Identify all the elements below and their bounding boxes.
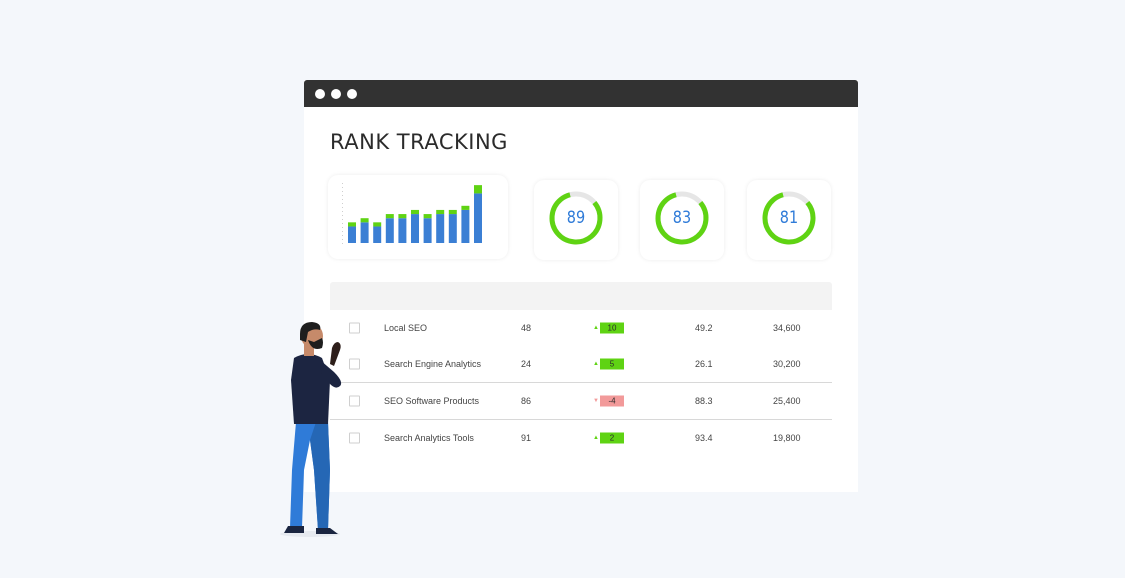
traffic-cell: 34,600 xyxy=(773,323,801,333)
axis-tick xyxy=(342,207,343,208)
axis-tick xyxy=(342,239,343,240)
bar-segment xyxy=(411,214,419,243)
axis-tick xyxy=(342,243,343,244)
page-title: RANK TRACKING xyxy=(330,130,508,154)
traffic-cell: 30,200 xyxy=(773,359,801,369)
bar-segment xyxy=(411,209,419,215)
gauge-value: 81 xyxy=(779,208,799,228)
bar-chart xyxy=(342,183,482,244)
bar-segment xyxy=(373,226,382,243)
change-badge: 5 xyxy=(600,358,624,370)
volume-cell: 88.3 xyxy=(695,396,713,406)
row-checkbox[interactable] xyxy=(349,358,360,370)
table-row[interactable]: SEO Software Products 86 ▼ -4 88.3 25,40… xyxy=(330,383,832,420)
axis-tick xyxy=(342,203,343,204)
table-row[interactable]: Search Analytics Tools 91 ▲ 2 93.4 19,80… xyxy=(330,420,832,456)
gauge-fill xyxy=(549,191,603,245)
row-checkbox[interactable] xyxy=(349,322,360,334)
table-row[interactable]: Search Engine Analytics 24 ▲ 5 26.1 30,2… xyxy=(330,346,832,383)
gauge-card-1: 89 xyxy=(534,180,618,260)
rank-cell: 91 xyxy=(521,433,532,443)
bar-segment xyxy=(385,214,394,219)
bar-segment xyxy=(448,209,457,215)
axis-tick xyxy=(342,183,343,184)
change-badge: 2 xyxy=(600,432,624,444)
thinking-man-illustration xyxy=(280,322,342,537)
axis-tick xyxy=(342,191,343,192)
bar-segment xyxy=(398,214,407,219)
trend-up-icon: ▲ xyxy=(593,435,599,441)
table-row[interactable]: Local SEO 48 ▲ 10 49.2 34,600 xyxy=(330,310,832,346)
traffic-cell: 25,400 xyxy=(773,396,801,406)
minimize-dot-icon[interactable] xyxy=(331,88,341,99)
table-header xyxy=(330,282,832,310)
change-badge: 10 xyxy=(600,322,624,334)
bar-segment xyxy=(373,222,382,227)
gauge-fill xyxy=(655,191,709,245)
rank-cell: 86 xyxy=(521,396,532,406)
close-dot-icon[interactable] xyxy=(315,88,325,99)
keyword-cell: SEO Software Products xyxy=(384,396,480,406)
gauge-card-3: 81 xyxy=(747,180,831,260)
axis-tick xyxy=(342,219,343,220)
trend-up-icon: ▲ xyxy=(593,325,599,331)
bar-segment xyxy=(474,185,482,194)
axis-tick xyxy=(342,227,343,228)
row-checkbox[interactable] xyxy=(349,432,360,444)
volume-cell: 49.2 xyxy=(695,323,713,333)
axis-tick xyxy=(342,215,343,216)
keyword-cell: Search Engine Analytics xyxy=(384,359,482,369)
axis-tick xyxy=(342,235,343,236)
gauge-value: 89 xyxy=(566,208,586,228)
axis-tick xyxy=(342,195,343,196)
keyword-table: Local SEO 48 ▲ 10 49.2 34,600 Search Eng… xyxy=(330,282,832,456)
volume-cell: 26.1 xyxy=(695,359,713,369)
browser-window: RANK TRACKING 89 83 81 Local SEO 48 ▲ 10… xyxy=(304,80,858,492)
trend-up-icon: ▲ xyxy=(593,361,599,367)
volume-cell: 93.4 xyxy=(695,433,713,443)
bar-segment xyxy=(461,209,470,243)
trend-down-icon: ▼ xyxy=(593,398,599,404)
bar-segment xyxy=(348,222,356,227)
axis-tick xyxy=(342,231,343,232)
axis-tick xyxy=(342,223,343,224)
bar-segment xyxy=(436,209,445,215)
gauge-fill xyxy=(762,191,816,245)
bar-segment xyxy=(360,222,369,243)
rank-cell: 24 xyxy=(521,359,532,369)
window-titlebar xyxy=(304,80,858,107)
bar-segment xyxy=(423,218,432,243)
row-checkbox[interactable] xyxy=(349,395,360,407)
traffic-cell: 19,800 xyxy=(773,433,801,443)
bar-segment xyxy=(474,193,482,243)
bar-segment xyxy=(398,218,407,243)
axis-tick xyxy=(342,199,343,200)
gauge-ring-icon xyxy=(655,191,709,245)
change-badge: -4 xyxy=(600,395,624,407)
bar-segment xyxy=(348,226,356,243)
gauge-card-2: 83 xyxy=(640,180,724,260)
rank-cell: 48 xyxy=(521,323,532,333)
maximize-dot-icon[interactable] xyxy=(347,88,357,99)
bar-segment xyxy=(423,214,432,219)
bar-segment xyxy=(461,205,470,210)
bar-segment xyxy=(360,218,369,223)
gauge-ring-icon xyxy=(549,191,603,245)
gauge-value: 83 xyxy=(672,208,692,228)
bar-segment xyxy=(385,218,394,243)
bar-chart-card xyxy=(328,175,508,259)
bar-segment xyxy=(448,214,457,243)
axis-tick xyxy=(342,187,343,188)
keyword-cell: Local SEO xyxy=(384,323,428,333)
axis-tick xyxy=(342,211,343,212)
gauge-ring-icon xyxy=(762,191,816,245)
bar-segment xyxy=(436,214,445,243)
keyword-cell: Search Analytics Tools xyxy=(384,433,474,443)
